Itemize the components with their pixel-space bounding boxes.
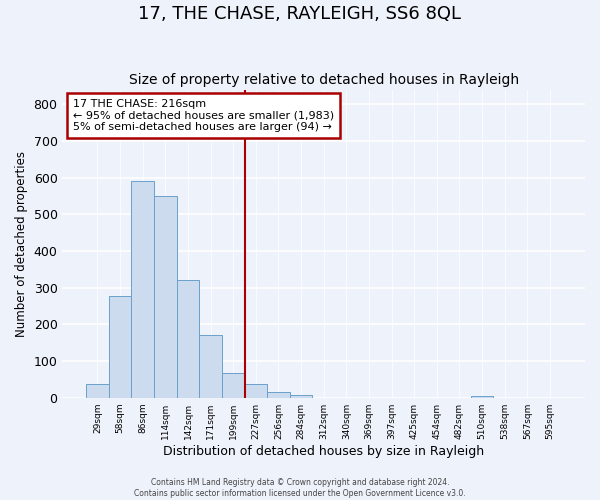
- Text: 17, THE CHASE, RAYLEIGH, SS6 8QL: 17, THE CHASE, RAYLEIGH, SS6 8QL: [139, 5, 461, 23]
- Text: 17 THE CHASE: 216sqm
← 95% of detached houses are smaller (1,983)
5% of semi-det: 17 THE CHASE: 216sqm ← 95% of detached h…: [73, 99, 334, 132]
- Bar: [176, 280, 199, 398]
- Bar: [154, 196, 176, 398]
- Y-axis label: Number of detached properties: Number of detached properties: [15, 150, 28, 336]
- Title: Size of property relative to detached houses in Rayleigh: Size of property relative to detached ho…: [128, 73, 519, 87]
- Bar: [267, 392, 290, 398]
- Bar: [86, 384, 109, 398]
- Text: Contains HM Land Registry data © Crown copyright and database right 2024.
Contai: Contains HM Land Registry data © Crown c…: [134, 478, 466, 498]
- X-axis label: Distribution of detached houses by size in Rayleigh: Distribution of detached houses by size …: [163, 444, 484, 458]
- Bar: [290, 395, 313, 398]
- Bar: [245, 384, 267, 398]
- Bar: [131, 182, 154, 398]
- Bar: [222, 373, 245, 398]
- Bar: [471, 396, 493, 398]
- Bar: [199, 336, 222, 398]
- Bar: [109, 296, 131, 398]
